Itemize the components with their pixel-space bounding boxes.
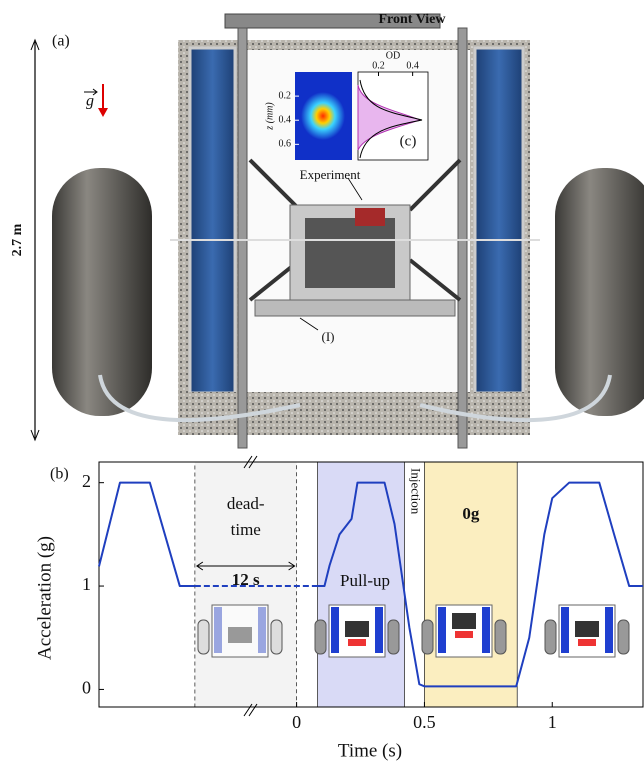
icon-panel — [438, 607, 446, 653]
gravity-label: g — [86, 93, 94, 110]
inset-y-label: z (mm) — [264, 102, 275, 131]
icon-tank — [270, 619, 283, 655]
icon-panel — [258, 607, 266, 653]
icon-panel — [561, 607, 569, 653]
icon-panel — [605, 607, 613, 653]
inset-x-tick-label: 0.4 — [406, 60, 419, 71]
icon-panel — [375, 607, 383, 653]
icon-experiment — [575, 621, 599, 637]
experiment-label: Experiment — [300, 167, 361, 182]
view-title: Front View — [378, 12, 446, 27]
icon-experiment — [228, 627, 252, 643]
inset-y-tick-label: 0.2 — [279, 90, 292, 101]
span-arrow — [195, 561, 296, 571]
y-tick-label: 0 — [82, 678, 91, 698]
inset-label: (c) — [400, 133, 417, 149]
icon-panel — [214, 607, 222, 653]
region-sublabel: 12 s — [232, 570, 260, 589]
icon-atoms — [348, 639, 366, 646]
y-axis-label: Acceleration (g) — [34, 536, 55, 660]
icon-tank — [617, 619, 630, 655]
mini-icon — [544, 604, 630, 658]
icon-panel — [331, 607, 339, 653]
panel-label: (b) — [50, 466, 69, 483]
x-axis-label: Time (s) — [338, 740, 402, 761]
mini-icon — [197, 604, 283, 658]
y-tick-label: 1 — [82, 574, 91, 594]
series-line — [98, 481, 643, 688]
region-label: Pull-up — [340, 571, 390, 590]
inset-y-tick-label: 0.4 — [279, 115, 292, 126]
x-tick-label: 0 — [292, 712, 301, 732]
icon-tank — [387, 619, 400, 655]
plot-frame — [98, 461, 644, 708]
inset-x-tick-label: 0.2 — [372, 60, 385, 71]
region-label: time — [231, 520, 261, 539]
item-label: (I) — [322, 329, 335, 344]
icon-tank — [421, 619, 434, 655]
region — [194, 461, 298, 708]
panel-label: (a) — [52, 33, 70, 50]
mini-icon — [314, 604, 400, 658]
region-label: dead- — [227, 494, 265, 513]
icon-experiment — [452, 613, 476, 629]
x-tick-label: 0.5 — [413, 712, 436, 732]
icon-atoms — [578, 639, 596, 646]
icon-tank — [197, 619, 210, 655]
apparatus — [30, 13, 644, 449]
icon-tank — [494, 619, 507, 655]
icon-atoms — [455, 631, 473, 638]
region-label: 0g — [462, 504, 480, 523]
icon-tank — [314, 619, 327, 655]
icon-tank — [544, 619, 557, 655]
y-tick-label: 2 — [82, 471, 91, 491]
region — [424, 461, 518, 708]
inset-y-tick-label: 0.6 — [279, 139, 292, 150]
mini-icon — [421, 604, 507, 658]
icon-panel — [482, 607, 490, 653]
x-tick-label: 1 — [548, 712, 557, 732]
height-label: 2.7 m — [10, 223, 25, 256]
icon-experiment — [345, 621, 369, 637]
annotation: Injection — [408, 468, 423, 515]
inset-x-label: OD — [386, 50, 400, 61]
